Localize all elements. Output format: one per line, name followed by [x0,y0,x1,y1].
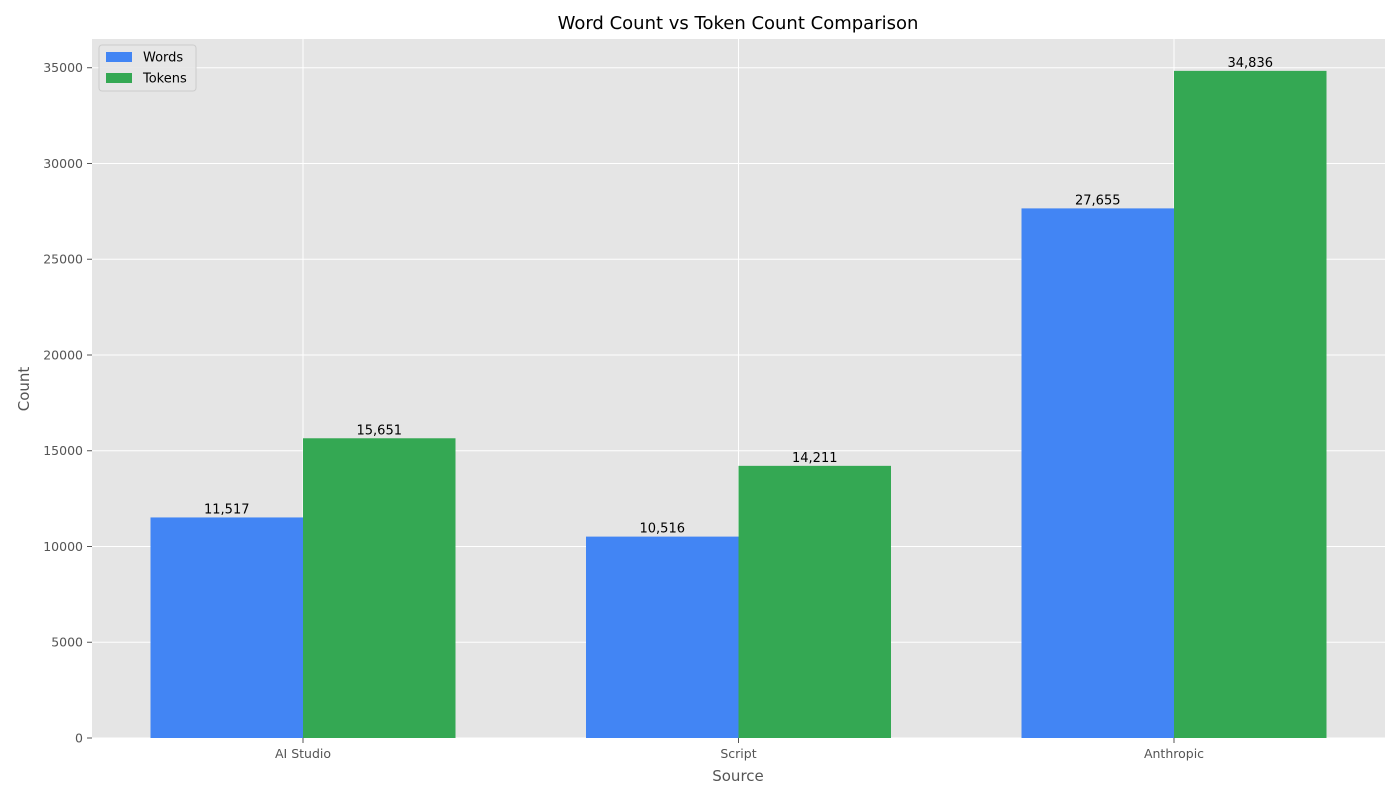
bar-tokens [1174,70,1327,738]
x-tick-label: AI Studio [275,746,331,761]
data-label: 14,211 [792,451,838,466]
x-axis-label: Source [712,767,764,785]
data-labels: 11,517 10,516 27,655 15,651 14,211 34,836 [204,56,1273,537]
bar-words [1021,208,1174,738]
x-tick-label: Anthropic [1144,746,1204,761]
legend: Words Tokens [98,44,197,92]
bars [150,70,1327,738]
bar-words [586,536,739,738]
y-tick-label: 15000 [43,443,83,458]
data-label: 10,516 [640,522,686,537]
bar-tokens [738,465,891,738]
y-axis-label: Count [15,367,33,412]
data-label: 34,836 [1228,56,1274,71]
y-tick-label: 0 [75,731,83,746]
axis-ticks: 0 5000 10000 15000 20000 25000 30000 35000 AI St… [43,60,1204,761]
data-label: 15,651 [357,423,403,438]
x-tick-label: Script [720,746,756,761]
bar-tokens [303,438,456,738]
bar-words [150,517,303,738]
y-tick-label: 5000 [51,635,83,650]
y-tick-label: 25000 [43,252,83,267]
legend-label: Tokens [142,72,187,87]
legend-label: Words [143,51,183,66]
y-tick-label: 20000 [43,347,83,362]
legend-swatch [106,73,132,83]
y-tick-label: 30000 [43,156,83,171]
chart-title: Word Count vs Token Count Comparison [558,13,919,34]
data-label: 11,517 [204,502,250,517]
y-tick-label: 10000 [43,539,83,554]
data-label: 27,655 [1075,193,1121,208]
legend-swatch [106,52,132,62]
y-tick-label: 35000 [43,60,83,75]
